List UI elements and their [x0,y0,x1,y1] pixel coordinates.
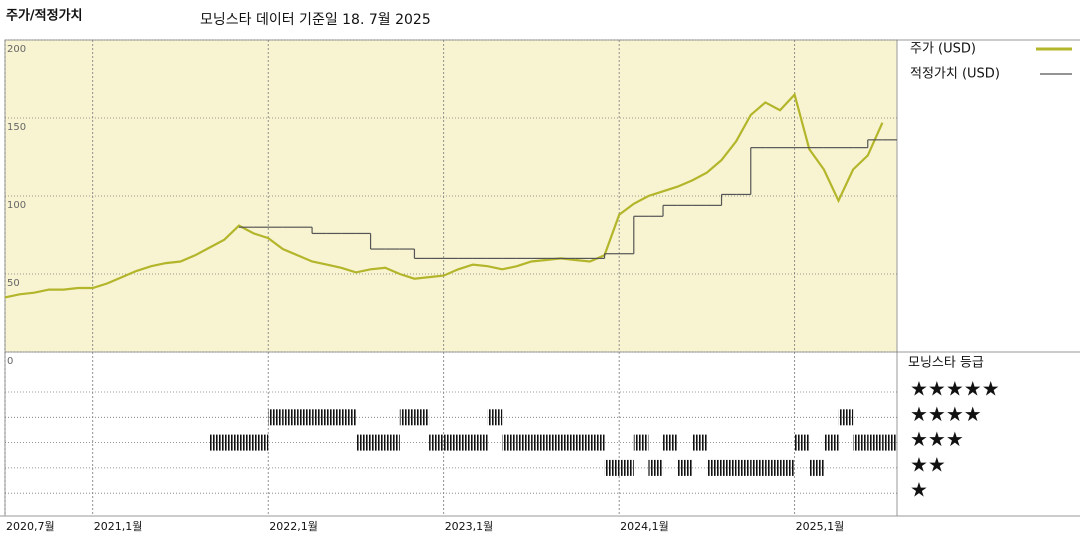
y-tick-label: 50 [7,278,20,289]
rating-bar [209,434,225,451]
rating-bar [253,434,269,451]
rating-bar [765,459,781,476]
rating-bar [268,409,283,426]
rating-bar [619,459,634,476]
x-tick-label: 2025,1월 [796,520,845,533]
price-panel [4,39,898,353]
chart-title: 주가/적정가치 [6,8,83,24]
rating-bar [472,434,488,451]
rating-bar [736,459,751,476]
rating-bar [531,434,547,451]
rating-label: ★★ [910,452,946,476]
rating-bar [809,459,824,476]
rating-bar [780,459,795,476]
legend-label: 주가 (USD) [910,42,976,57]
rating-bar [312,409,327,426]
rating-bar [399,409,415,426]
x-tick-label: 2021,1월 [94,520,143,533]
rating-bar [750,459,766,476]
x-tick-label: 2022,1월 [269,520,318,533]
rating-bar [238,434,254,451]
rating-bar [663,434,678,451]
rating-label: ★★★★ [910,402,982,426]
rating-bar [677,459,693,476]
rating-bar [458,434,473,451]
rating-bar [589,434,605,451]
rating-bar [487,409,503,426]
rating-bar [355,434,371,451]
rating-bar [721,459,737,476]
x-tick-label: 2023,1월 [445,520,494,533]
chart-subtitle: 모닝스타 데이터 기준일 18. 7월 2025 [200,12,431,28]
rating-bar [224,434,239,451]
rating-bar [692,434,707,451]
rating-bar [823,434,839,451]
rating-bar [648,459,664,476]
rating-bar [282,409,298,426]
rating-bar [838,409,854,426]
rating-bar [429,434,444,451]
rating-bar [443,434,459,451]
y-tick-label: 200 [7,44,26,55]
rating-bar [867,434,883,451]
rating-bar [370,434,386,451]
rating-bar [633,434,649,451]
y-tick-label: 0 [7,356,13,367]
rating-bar [341,409,356,426]
rating-bar [414,409,430,426]
rating-bar [853,434,868,451]
rating-label: ★ [910,478,928,502]
rating-label: ★★★ [910,427,964,451]
x-tick-label: 2024,1월 [620,520,669,533]
rating-bar [516,434,532,451]
rating-bar [604,459,620,476]
rating-bar [546,434,561,451]
rating-bar [560,434,576,451]
rating-title: 모닝스타 등급 [908,356,984,371]
legend-label: 적정가치 (USD) [910,67,1000,82]
rating-bar [326,409,342,426]
rating-bar [297,409,313,426]
rating-bar [794,434,810,451]
rating-bar [882,434,897,451]
x-tick-label: 2020,7월 [6,520,55,533]
y-tick-label: 150 [7,122,26,133]
rating-bar [706,459,722,476]
rating-bar [385,434,400,451]
rating-label: ★★★★★ [910,377,1000,401]
y-tick-label: 100 [7,200,26,211]
rating-bar [575,434,590,451]
rating-panel [4,351,898,517]
price-line [4,92,884,299]
rating-bar [502,434,517,451]
